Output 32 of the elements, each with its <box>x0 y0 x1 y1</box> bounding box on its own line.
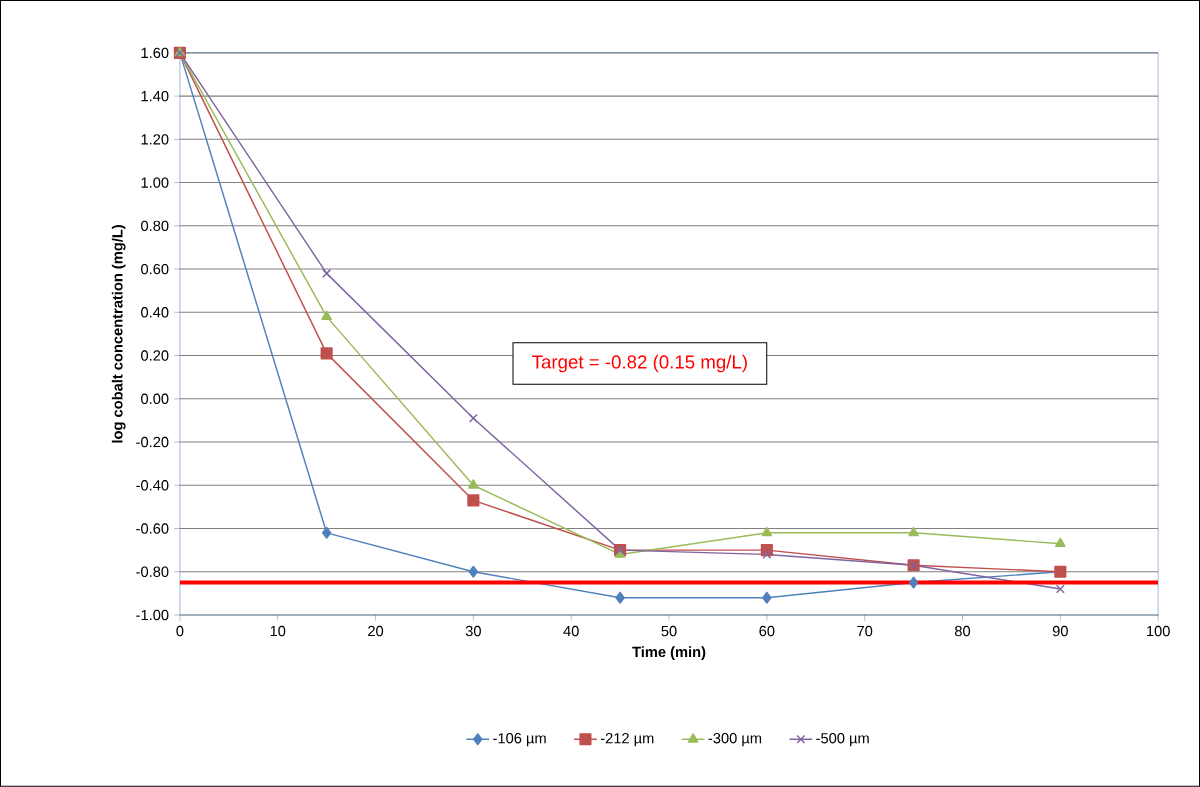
y-tick-label: 1.40 <box>141 90 169 102</box>
y-tick-label: 1.00 <box>141 177 169 188</box>
x-tick-label: 80 <box>954 625 971 637</box>
x-tick-label: 10 <box>270 625 286 637</box>
y-tick-label: -0.40 <box>136 480 169 491</box>
legend-label: -212 µm <box>600 733 654 747</box>
legend-label: -106 µm <box>493 733 546 747</box>
annotation: Target = -0.82 (0.15 mg/L) <box>532 354 747 373</box>
y-axis-title: log cobalt concentration (mg/L) <box>111 225 126 443</box>
x-axis-title: Time (min) <box>632 646 706 660</box>
x-tick-label: 70 <box>857 625 873 637</box>
y-tick-label: 0.60 <box>141 263 169 275</box>
y-tick-label: 0.20 <box>141 350 169 361</box>
x-tick-label: 40 <box>563 625 579 637</box>
x-tick-label: 30 <box>465 625 481 637</box>
y-tick-label: 0.40 <box>141 307 169 318</box>
y-tick-label: 1.60 <box>141 47 169 59</box>
legend-label: -500 µm <box>816 733 869 747</box>
y-tick-label: -0.20 <box>136 436 169 448</box>
y-tick-label: 1.20 <box>141 134 169 145</box>
x-tick-label: 90 <box>1052 625 1068 637</box>
x-tick-label: 50 <box>661 625 677 637</box>
y-tick-label: -0.60 <box>136 523 169 534</box>
y-tick-label: -0.80 <box>136 566 169 578</box>
x-tick-label: 0 <box>176 625 184 637</box>
x-tick-label: 100 <box>1147 625 1170 637</box>
x-tick-label: 20 <box>368 625 384 637</box>
y-tick-label: -1.00 <box>136 609 169 621</box>
legend-label: -300 µm <box>708 733 762 747</box>
y-tick-label: 0.00 <box>141 393 169 405</box>
x-tick-label: 60 <box>759 625 775 637</box>
y-tick-label: 0.80 <box>141 220 169 232</box>
